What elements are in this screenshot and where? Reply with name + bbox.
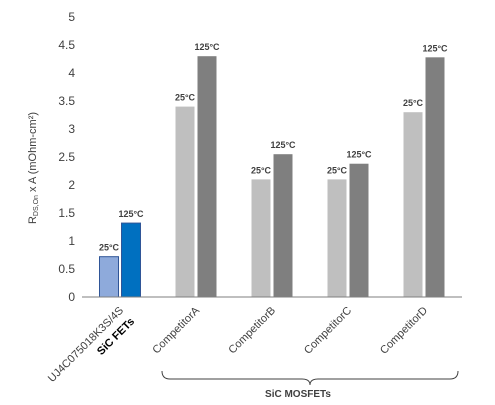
bar-label: 25°C (403, 98, 424, 108)
bar-label: 125°C (270, 140, 296, 150)
y-axis-ticks: 0 0.5 1 1.5 2 2.5 3 3.5 4 4.5 5 (58, 10, 75, 304)
bar-competitorc-125c (349, 163, 369, 297)
bar-label: 125°C (346, 150, 372, 160)
bar-label: 25°C (175, 93, 196, 103)
bar-label: 125°C (118, 209, 144, 219)
x-tick-label: CompetitorD (378, 305, 430, 357)
group-bracket-line (161, 370, 459, 386)
bar-uj4c075018k3s-4s-125c (121, 222, 141, 298)
bar-label: 125°C (194, 42, 220, 52)
y-tick-label: 2.5 (58, 150, 75, 164)
y-tick-label: 4 (68, 66, 75, 80)
bar-competitora-125c (197, 56, 217, 298)
bar-competitora-25c (175, 106, 195, 297)
y-axis-label-subscript: DS,On (33, 195, 40, 216)
sic-mosfets-bracket (161, 370, 459, 386)
y-tick-label: 4.5 (58, 38, 75, 52)
y-tick-label: 5 (68, 10, 75, 24)
bar-competitorb-125c (273, 154, 293, 297)
y-tick-label: 3.5 (58, 94, 75, 108)
y-axis-label-units: x A (mOhm-cm²) (27, 112, 39, 195)
bar-label: 25°C (99, 243, 120, 253)
bars (99, 56, 445, 298)
bar-label: 25°C (327, 165, 348, 175)
bar-competitord-125c (425, 57, 445, 297)
bar-label: 25°C (251, 165, 272, 175)
y-tick-label: 1.5 (58, 206, 75, 220)
y-axis-label-main: R (27, 216, 39, 224)
y-axis-label: RDS,On x A (mOhm-cm²) (27, 112, 40, 224)
y-tick-label: 2 (68, 178, 75, 192)
y-tick-label: 1 (68, 234, 75, 248)
y-tick-label: 3 (68, 122, 75, 136)
x-tick-label: CompetitorA (150, 304, 202, 356)
group-label: SiC MOSFETs (265, 389, 331, 400)
bar-uj4c075018k3s-4s-25c (99, 256, 119, 298)
bar-competitorb-25c (251, 179, 271, 297)
bar-competitorc-25c (327, 179, 347, 297)
y-tick-label: 0.5 (58, 262, 75, 276)
bar-label: 125°C (422, 43, 448, 53)
y-tick-label: 0 (68, 290, 75, 304)
x-tick-label: CompetitorB (226, 305, 278, 357)
x-tick-label: CompetitorC (302, 305, 354, 357)
bar-competitord-25c (403, 112, 423, 297)
bar-labels: 25°C 125°C 25°C 125°C 25°C 125°C 25°C 125°C 25°C… (99, 42, 448, 252)
